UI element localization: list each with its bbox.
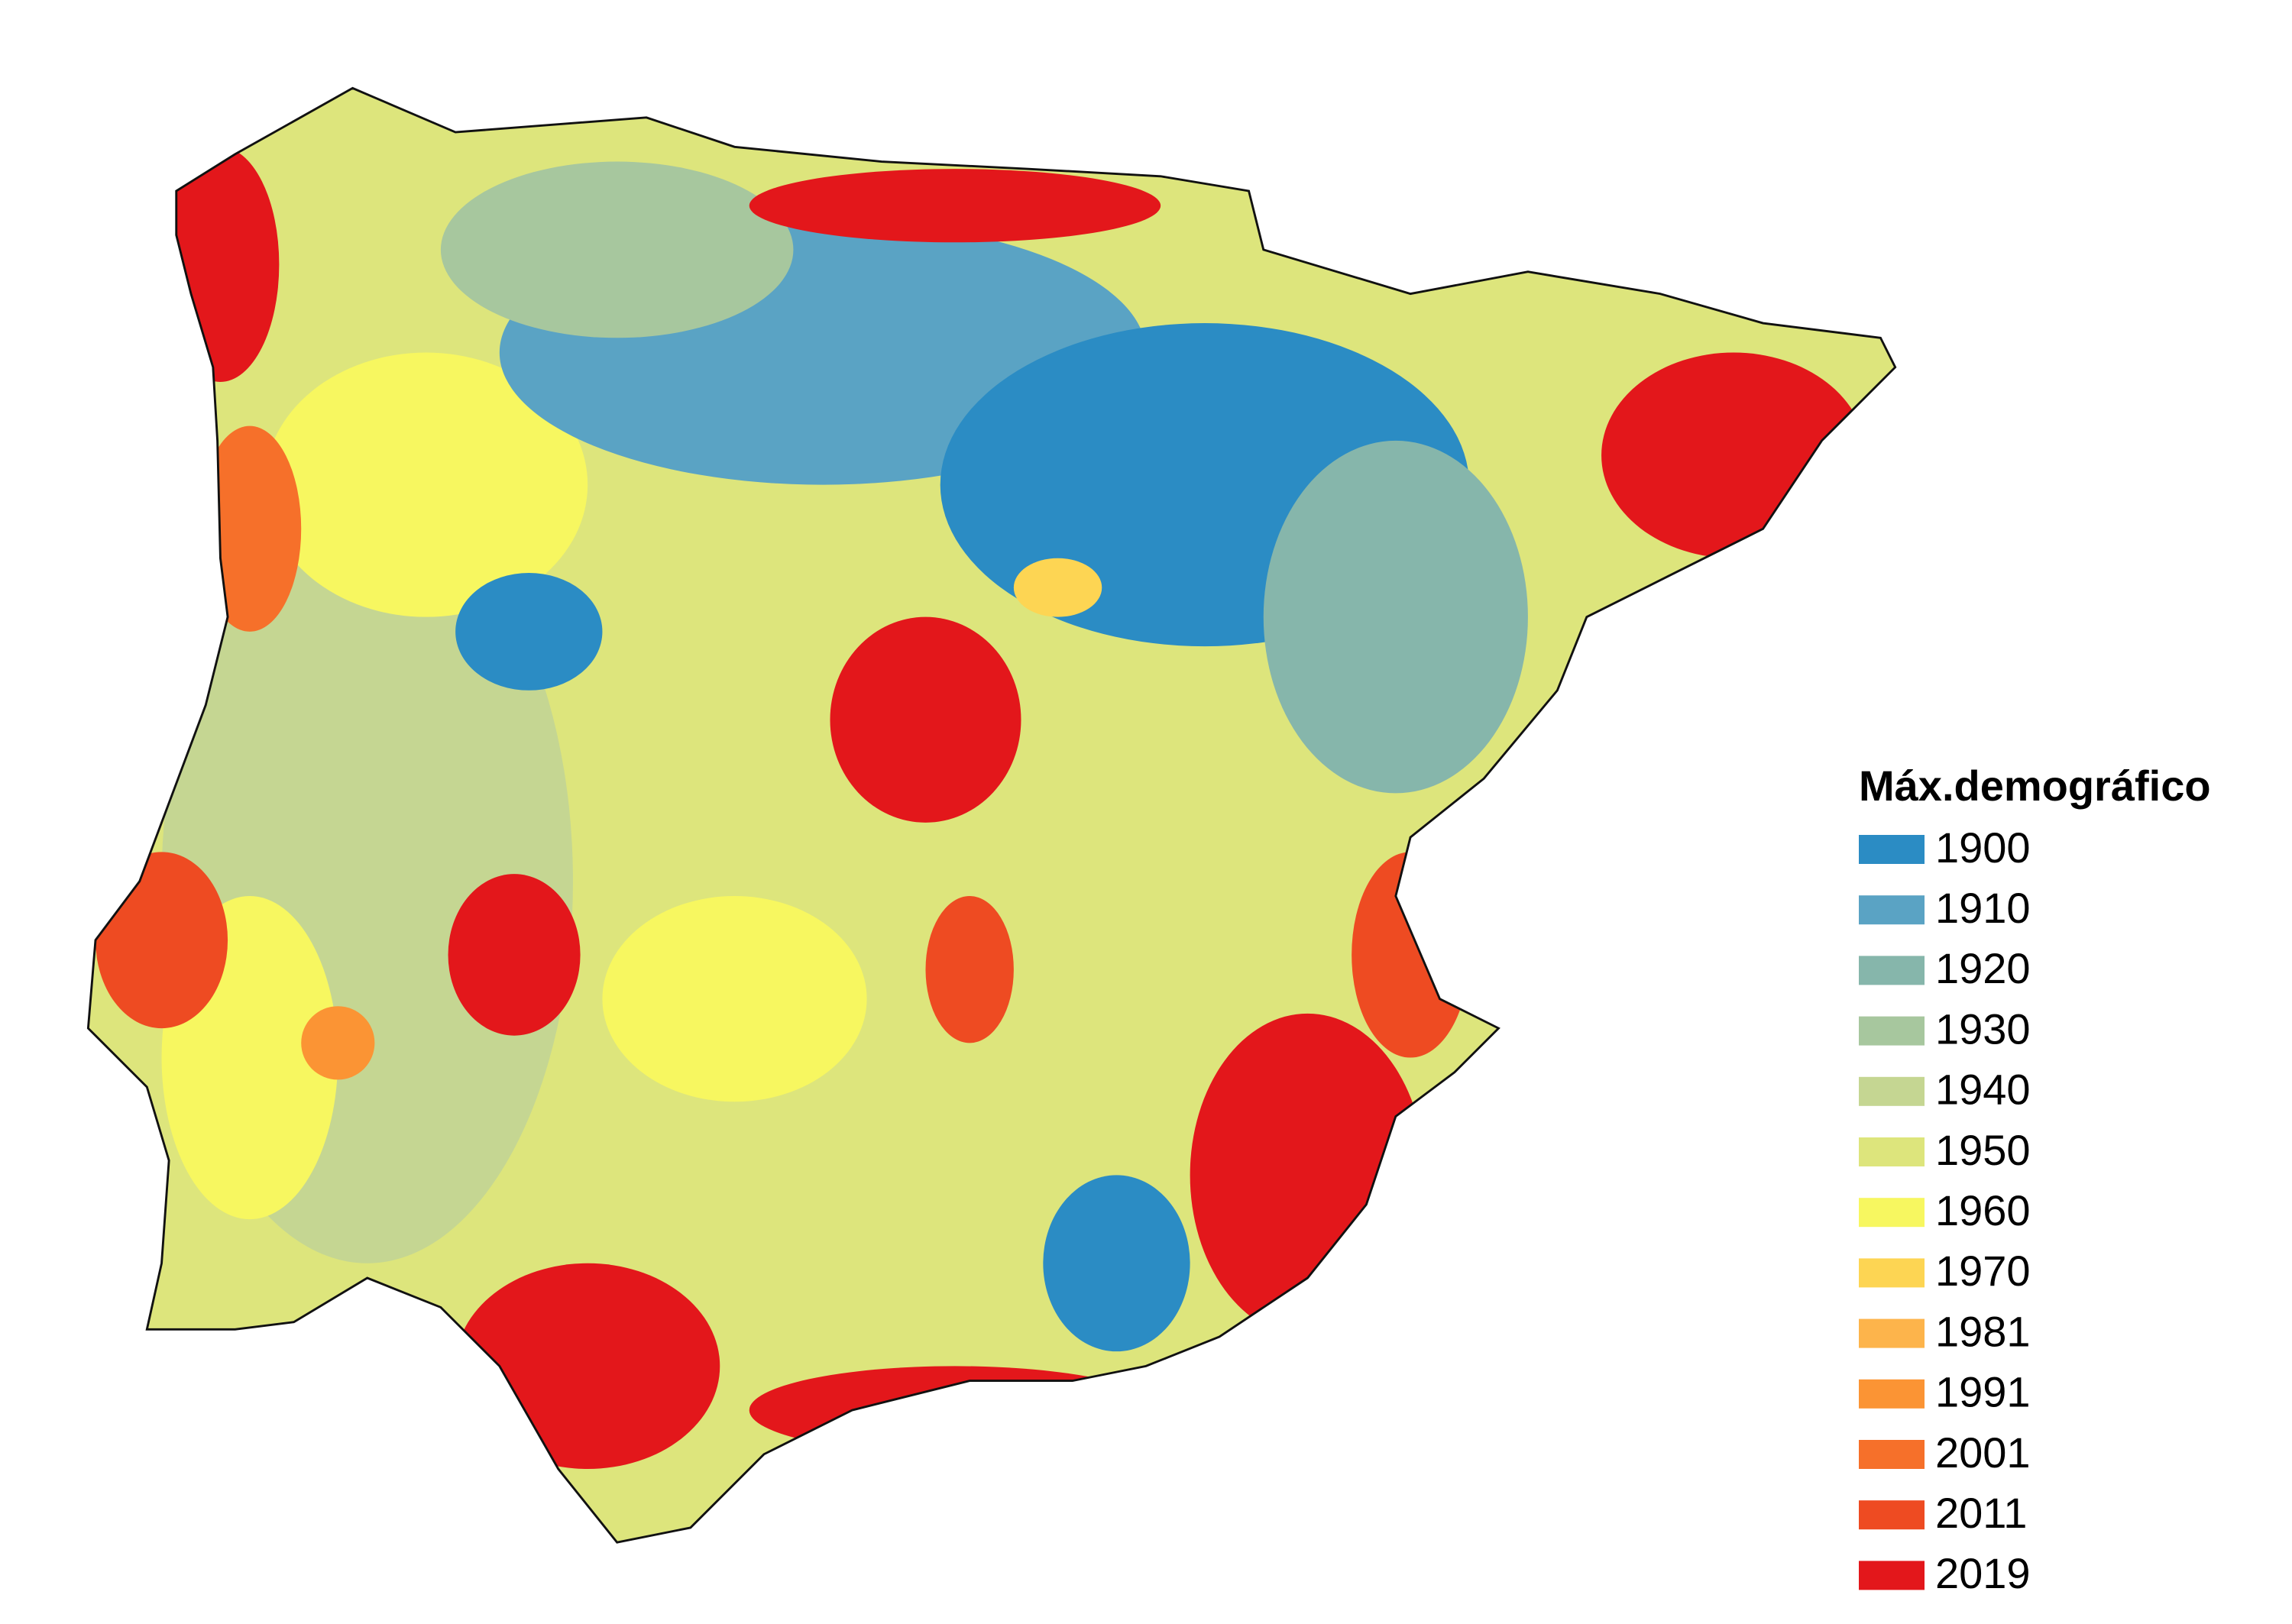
legend-label: 2011 [1935, 1489, 2027, 1537]
legend-title: Máx.demográfico [1859, 762, 2211, 810]
legend-swatch [1859, 1500, 1925, 1530]
legend-label: 1900 [1935, 823, 2031, 872]
legend-swatch [1859, 1016, 1925, 1046]
legend-swatch [1859, 1137, 1925, 1166]
legend-label: 1970 [1935, 1247, 2031, 1295]
legend-swatch [1859, 1379, 1925, 1409]
region [161, 147, 280, 382]
legend-label: 1960 [1935, 1186, 2031, 1234]
legend-label: 2001 [1935, 1428, 2031, 1477]
legend-label: 2019 [1935, 1549, 2031, 1597]
legend-swatch [1859, 956, 1925, 985]
legend-swatch [1859, 1561, 1925, 1590]
legend-swatch [1859, 1318, 1925, 1348]
coastline [86, 86, 1897, 1544]
region [95, 852, 228, 1029]
legend-swatch [1859, 895, 1925, 925]
legend-label: 1950 [1935, 1126, 2031, 1174]
region [440, 161, 794, 338]
legend-swatch [1859, 1076, 1925, 1106]
legend-label: 1910 [1935, 884, 2031, 932]
region [1263, 440, 1528, 794]
region [1190, 1013, 1426, 1337]
region [602, 896, 867, 1102]
legend-label: 1981 [1935, 1307, 2031, 1355]
map-layer [86, 86, 1897, 1544]
region [925, 896, 1014, 1043]
legend-swatch [1859, 1440, 1925, 1469]
region [749, 169, 1161, 243]
legend-swatch [1859, 1258, 1925, 1288]
region [749, 1366, 1161, 1454]
legend-label: 1930 [1935, 1004, 2031, 1053]
legend-label: 1940 [1935, 1066, 2031, 1114]
region [198, 425, 302, 632]
region [448, 874, 581, 1036]
region [455, 1263, 720, 1470]
region [1352, 852, 1470, 1058]
region [1013, 558, 1102, 617]
region [455, 572, 603, 691]
region [1601, 352, 1866, 558]
region [301, 1006, 375, 1080]
legend-label: 1991 [1935, 1368, 2031, 1416]
region [264, 352, 588, 617]
region [1043, 1175, 1190, 1352]
legend-label: 1920 [1935, 944, 2031, 992]
legend-swatch [1859, 1198, 1925, 1228]
legend: Máx.demográfico 1900 1910 1920 1930 1940 1950… [1859, 762, 2211, 1597]
region [830, 616, 1021, 823]
legend-swatch [1859, 835, 1925, 864]
regions [88, 88, 1895, 1543]
